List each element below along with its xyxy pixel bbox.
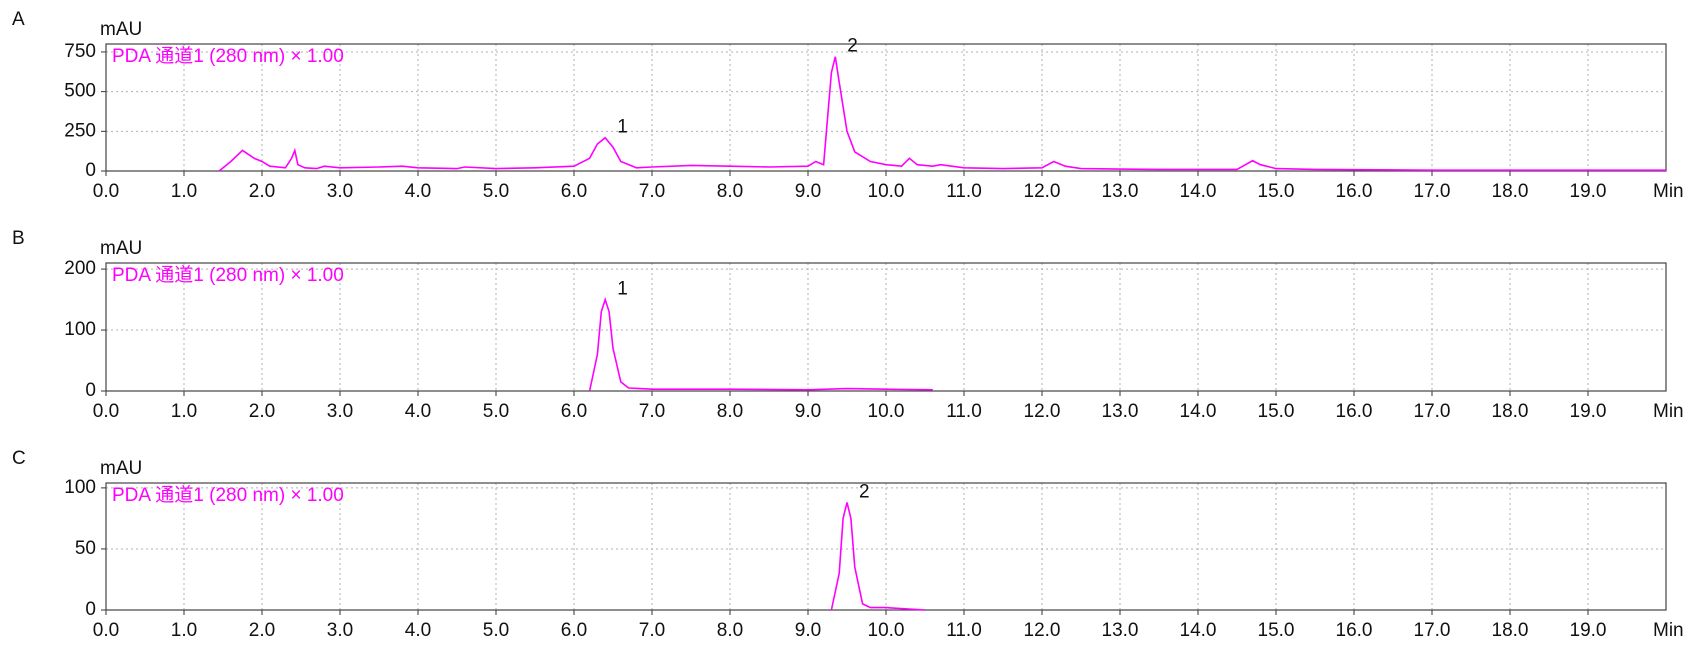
x-tick-label: 13.0: [1102, 620, 1139, 641]
panel-label: C: [12, 448, 26, 469]
x-tick-label: 0.0: [93, 181, 119, 202]
x-tick-label: 13.0: [1102, 401, 1139, 422]
peak-label: 1: [617, 279, 628, 300]
x-tick-label: 5.0: [483, 401, 509, 422]
x-axis-unit: Min: [1653, 620, 1684, 641]
x-tick-label: 12.0: [1024, 401, 1061, 422]
x-axis-unit: Min: [1653, 401, 1684, 422]
x-tick-label: 5.0: [483, 181, 509, 202]
x-tick-label: 0.0: [93, 401, 119, 422]
x-tick-label: 14.0: [1180, 181, 1217, 202]
x-tick-label: 11.0: [946, 401, 982, 422]
panel-label: B: [12, 228, 25, 249]
x-tick-label: 13.0: [1102, 181, 1139, 202]
x-tick-label: 15.0: [1258, 181, 1295, 202]
x-tick-label: 16.0: [1336, 401, 1373, 422]
x-tick-label: 14.0: [1180, 620, 1217, 641]
x-tick-label: 8.0: [717, 181, 743, 202]
x-tick-label: 17.0: [1414, 401, 1451, 422]
x-tick-label: 11.0: [946, 181, 982, 202]
x-tick-label: 19.0: [1570, 401, 1607, 422]
y-axis-unit: mAU: [100, 19, 142, 40]
x-tick-label: 1.0: [171, 401, 197, 422]
x-tick-label: 18.0: [1492, 401, 1529, 422]
x-tick-label: 12.0: [1024, 181, 1061, 202]
y-tick-label: 250: [64, 120, 96, 141]
legend-label: PDA 通道1 (280 nm) × 1.00: [112, 45, 344, 67]
x-tick-label: 7.0: [639, 620, 665, 641]
x-tick-label: 16.0: [1336, 620, 1373, 641]
y-tick-label: 50: [75, 538, 96, 559]
data-line: [588, 296, 933, 392]
x-tick-label: 6.0: [561, 181, 587, 202]
x-tick-label: 6.0: [561, 620, 587, 641]
x-tick-label: 15.0: [1258, 620, 1295, 641]
peak-label: 2: [847, 36, 858, 57]
x-tick-label: 4.0: [405, 401, 431, 422]
data-line: [218, 56, 1666, 172]
y-tick-label: 100: [64, 477, 96, 498]
y-tick-label: 0: [85, 380, 96, 401]
y-axis-unit: mAU: [100, 238, 142, 259]
legend-label: PDA 通道1 (280 nm) × 1.00: [112, 484, 344, 506]
x-tick-label: 8.0: [717, 401, 743, 422]
x-tick-label: 16.0: [1336, 181, 1373, 202]
y-tick-label: 100: [64, 319, 96, 340]
x-tick-label: 18.0: [1492, 620, 1529, 641]
x-tick-label: 2.0: [249, 401, 275, 422]
y-tick-label: 200: [64, 258, 96, 279]
x-tick-label: 19.0: [1570, 181, 1607, 202]
x-tick-label: 4.0: [405, 181, 431, 202]
x-tick-label: 19.0: [1570, 620, 1607, 641]
y-tick-label: 750: [64, 41, 96, 62]
data-line: [830, 502, 926, 611]
x-tick-label: 1.0: [171, 181, 197, 202]
x-tick-label: 10.0: [868, 181, 905, 202]
y-tick-label: 0: [85, 160, 96, 181]
x-axis-unit: Min: [1653, 181, 1684, 202]
y-tick-label: 500: [64, 81, 96, 102]
x-tick-label: 3.0: [327, 401, 353, 422]
x-tick-label: 3.0: [327, 620, 353, 641]
x-tick-label: 15.0: [1258, 401, 1295, 422]
x-tick-label: 11.0: [946, 620, 982, 641]
x-tick-label: 5.0: [483, 620, 509, 641]
x-tick-label: 1.0: [171, 620, 197, 641]
x-tick-label: 10.0: [868, 401, 905, 422]
y-tick-label: 0: [85, 599, 96, 620]
plot-frame: [105, 482, 1667, 611]
x-tick-label: 4.0: [405, 620, 431, 641]
x-tick-label: 2.0: [249, 181, 275, 202]
peak-label: 1: [617, 117, 628, 138]
plot-frame: [105, 262, 1667, 392]
y-axis-unit: mAU: [100, 458, 142, 479]
x-tick-label: 9.0: [795, 401, 821, 422]
x-tick-label: 14.0: [1180, 401, 1217, 422]
x-tick-label: 3.0: [327, 181, 353, 202]
legend-label: PDA 通道1 (280 nm) × 1.00: [112, 264, 344, 286]
x-tick-label: 7.0: [639, 181, 665, 202]
x-tick-label: 8.0: [717, 620, 743, 641]
x-tick-label: 6.0: [561, 401, 587, 422]
plot-frame: [105, 43, 1667, 172]
x-tick-label: 0.0: [93, 620, 119, 641]
x-tick-label: 17.0: [1414, 181, 1451, 202]
x-tick-label: 7.0: [639, 401, 665, 422]
x-tick-label: 18.0: [1492, 181, 1529, 202]
peak-label: 2: [859, 482, 870, 503]
x-tick-label: 17.0: [1414, 620, 1451, 641]
panel-label: A: [12, 9, 25, 30]
x-tick-label: 9.0: [795, 181, 821, 202]
x-tick-label: 10.0: [868, 620, 905, 641]
x-tick-label: 12.0: [1024, 620, 1061, 641]
x-tick-label: 9.0: [795, 620, 821, 641]
x-tick-label: 2.0: [249, 620, 275, 641]
